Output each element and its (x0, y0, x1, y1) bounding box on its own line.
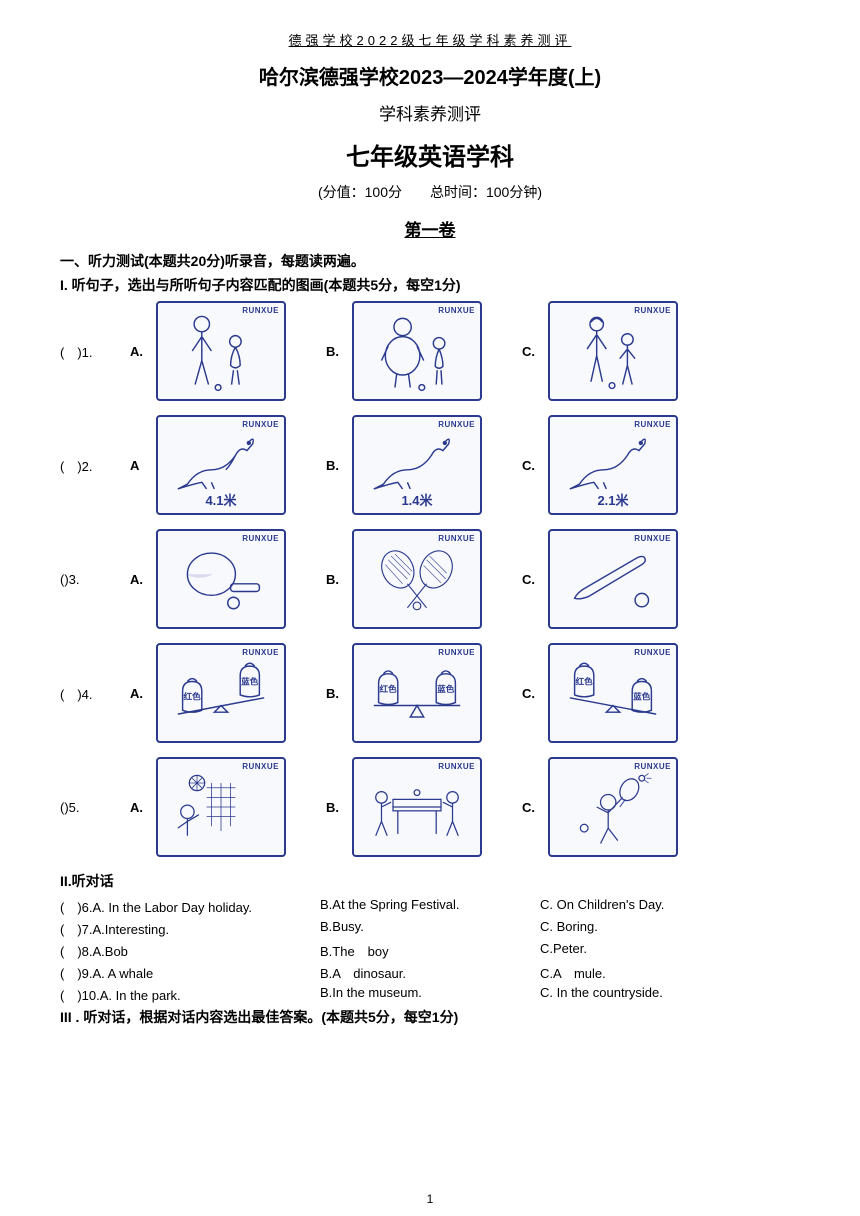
option-label: A. (130, 344, 156, 359)
question-number: ()5. (60, 800, 130, 815)
option-label: B. (326, 800, 352, 815)
option-b: B.The boy (320, 941, 540, 960)
subsection-3-title: III . 听对话，根据对话内容选出最佳答案。(本题共5分，每空1分) (60, 1007, 800, 1027)
brand-label: RUNXUE (438, 420, 475, 429)
question-number: ()3. (60, 572, 130, 587)
score-info: (分值：100分 总时间：100分钟) (60, 182, 800, 202)
question-row-5: ()5. A. RUNXUE B. RUNXUE C. RUNXUE (60, 757, 800, 857)
option-image-3a: RUNXUE (156, 529, 286, 629)
page-number: 1 (0, 1192, 860, 1206)
option-image-2c: RUNXUE 2.1米 (548, 415, 678, 515)
question-number: ( )1. (60, 342, 130, 361)
subsection-2-title: II.听对话 (60, 871, 800, 891)
bag-color-label: 红色 (380, 683, 398, 694)
option-label: C. (522, 344, 548, 359)
option-label: C. (522, 686, 548, 701)
brand-label: RUNXUE (634, 306, 671, 315)
option-image-1b: RUNXUE (352, 301, 482, 401)
option-image-1a: RUNXUE (156, 301, 286, 401)
option-a: ( )6.A. In the Labor Day holiday. (60, 897, 320, 916)
option-label: A. (130, 686, 156, 701)
option-label: C. (522, 458, 548, 473)
question-row-6: ( )6.A. In the Labor Day holiday. B.At t… (60, 897, 800, 916)
option-label: A (130, 458, 156, 473)
question-number: ( )4. (60, 684, 130, 703)
option-c: C. Boring. (540, 919, 800, 938)
option-a: ( )7.A.Interesting. (60, 919, 320, 938)
assessment-title: 学科素养测评 (60, 100, 800, 125)
option-c: C.Peter. (540, 941, 800, 960)
question-row-10: ( )10.A. In the park. B.In the museum. C… (60, 985, 800, 1004)
option-c: C. On Children's Day. (540, 897, 800, 916)
brand-label: RUNXUE (634, 648, 671, 657)
option-label: B. (326, 344, 352, 359)
brand-label: RUNXUE (438, 762, 475, 771)
question-row-7: ( )7.A.Interesting. B.Busy. C. Boring. (60, 919, 800, 938)
brand-label: RUNXUE (242, 534, 279, 543)
option-label: B. (326, 458, 352, 473)
option-image-3b: RUNXUE (352, 529, 482, 629)
option-label: A. (130, 800, 156, 815)
option-image-4c: RUNXUE 红色 蓝色 (548, 643, 678, 743)
brand-label: RUNXUE (634, 534, 671, 543)
brand-label: RUNXUE (634, 762, 671, 771)
question-row-9: ( )9.A. A whale B.A dinosaur. C.A mule. (60, 963, 800, 982)
volume-title: 第一卷 (60, 216, 800, 241)
image-caption: 1.4米 (354, 490, 480, 509)
option-image-4b: RUNXUE 红色 蓝色 (352, 643, 482, 743)
question-row-3: ()3. A. RUNXUE B. RUNXUE C. RUNXUE (60, 529, 800, 629)
question-number: ( )2. (60, 456, 130, 475)
option-image-5c: RUNXUE (548, 757, 678, 857)
question-row-1: ( )1. A. RUNXUE B. RUNXUE C. RUNXUE (60, 301, 800, 401)
option-c: C. In the countryside. (540, 985, 800, 1004)
subject-title: 七年级英语学科 (60, 137, 800, 172)
option-c: C.A mule. (540, 963, 800, 982)
option-image-5b: RUNXUE (352, 757, 482, 857)
school-year-title: 哈尔滨德强学校2023—2024学年度(上) (60, 61, 800, 90)
option-label: C. (522, 800, 548, 815)
option-label: A. (130, 572, 156, 587)
option-b: B.At the Spring Festival. (320, 897, 540, 916)
bag-color-label: 红色 (576, 675, 594, 686)
option-a: ( )10.A. In the park. (60, 985, 320, 1004)
option-label: C. (522, 572, 548, 587)
page-header: 德强学校2022级七年级学科素养测评 (60, 30, 800, 49)
option-image-2b: RUNXUE 1.4米 (352, 415, 482, 515)
option-image-4a: RUNXUE 红色 蓝色 (156, 643, 286, 743)
brand-label: RUNXUE (242, 420, 279, 429)
bag-color-label: 蓝色 (633, 691, 651, 702)
option-label: B. (326, 686, 352, 701)
brand-label: RUNXUE (242, 306, 279, 315)
option-label: B. (326, 572, 352, 587)
brand-label: RUNXUE (242, 762, 279, 771)
brand-label: RUNXUE (634, 420, 671, 429)
option-image-3c: RUNXUE (548, 529, 678, 629)
option-b: B.A dinosaur. (320, 963, 540, 982)
option-b: B.Busy. (320, 919, 540, 938)
brand-label: RUNXUE (438, 648, 475, 657)
option-image-5a: RUNXUE (156, 757, 286, 857)
image-caption: 4.1米 (158, 490, 284, 509)
option-a: ( )9.A. A whale (60, 963, 320, 982)
question-row-2: ( )2. A RUNXUE 4.1米 B. RUNXUE 1.4米 C. RU… (60, 415, 800, 515)
image-caption: 2.1米 (550, 490, 676, 509)
option-b: B.In the museum. (320, 985, 540, 1004)
option-image-1c: RUNXUE (548, 301, 678, 401)
bag-color-label: 蓝色 (241, 675, 259, 686)
question-row-4: ( )4. A. RUNXUE 红色 蓝色 B. RUNXUE 红色 蓝色 C. (60, 643, 800, 743)
option-a: ( )8.A.Bob (60, 941, 320, 960)
bag-color-label: 红色 (184, 691, 202, 702)
brand-label: RUNXUE (438, 306, 475, 315)
subsection-1-title: I. 听句子，选出与所听句子内容匹配的图画(本题共5分，每空1分) (60, 275, 800, 295)
question-row-8: ( )8.A.Bob B.The boy C.Peter. (60, 941, 800, 960)
section-1-title: 一、听力测试(本题共20分)听录音，每题读两遍。 (60, 251, 800, 271)
option-image-2a: RUNXUE 4.1米 (156, 415, 286, 515)
bag-color-label: 蓝色 (437, 683, 455, 694)
brand-label: RUNXUE (242, 648, 279, 657)
brand-label: RUNXUE (438, 534, 475, 543)
